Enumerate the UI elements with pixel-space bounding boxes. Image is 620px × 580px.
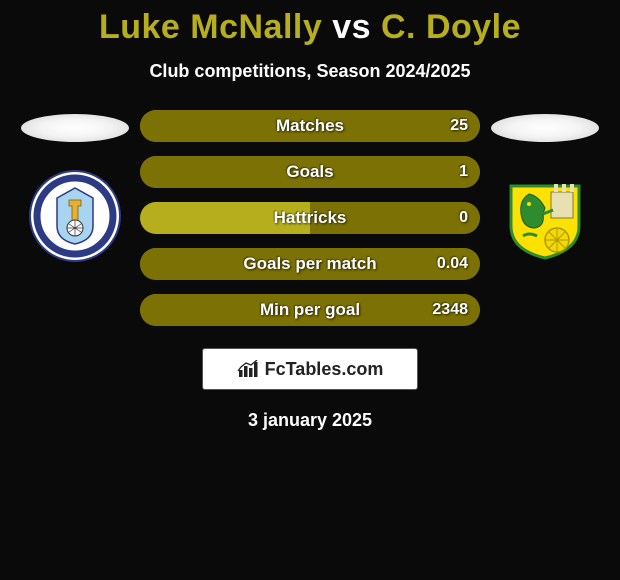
title: Luke McNally vs C. Doyle xyxy=(0,8,620,47)
stat-bar: Hattricks 0 xyxy=(140,202,480,234)
coventry-badge-svg xyxy=(29,170,121,262)
bar-label: Goals xyxy=(286,162,333,182)
stat-bar: Goals per match 0.04 xyxy=(140,248,480,280)
coventry-city-badge xyxy=(29,170,121,262)
vs-text: vs xyxy=(332,8,371,46)
bar-value-right: 0 xyxy=(459,209,468,227)
bar-label: Min per goal xyxy=(260,300,360,320)
stat-bar: Min per goal 2348 xyxy=(140,294,480,326)
player2-name: C. Doyle xyxy=(381,8,521,46)
left-ellipse xyxy=(21,114,129,142)
bar-value-right: 25 xyxy=(450,117,468,135)
date-text: 3 january 2025 xyxy=(0,410,620,431)
barchart-icon xyxy=(237,360,259,378)
norwich-city-badge xyxy=(499,170,591,262)
watermark: FcTables.com xyxy=(202,348,418,390)
stat-bar: Goals 1 xyxy=(140,156,480,188)
bar-value-right: 2348 xyxy=(432,301,468,319)
bar-value-right: 1 xyxy=(459,163,468,181)
stat-bars: Matches 25 Goals 1 Hattricks 0 Goals per match… xyxy=(140,110,480,326)
watermark-text: FcTables.com xyxy=(265,359,384,380)
player1-name: Luke McNally xyxy=(99,8,322,46)
bar-value-right: 0.04 xyxy=(437,255,468,273)
comparison-infographic: Luke McNally vs C. Doyle Club competitio… xyxy=(0,0,620,431)
bar-label: Goals per match xyxy=(243,254,376,274)
right-ellipse xyxy=(491,114,599,142)
main-row: Matches 25 Goals 1 Hattricks 0 Goals per match… xyxy=(0,110,620,326)
subtitle: Club competitions, Season 2024/2025 xyxy=(0,61,620,82)
stat-bar: Matches 25 xyxy=(140,110,480,142)
bar-label: Hattricks xyxy=(274,208,347,228)
left-side xyxy=(20,110,130,262)
bar-label: Matches xyxy=(276,116,344,136)
norwich-badge-svg xyxy=(499,170,591,262)
right-side xyxy=(490,110,600,262)
